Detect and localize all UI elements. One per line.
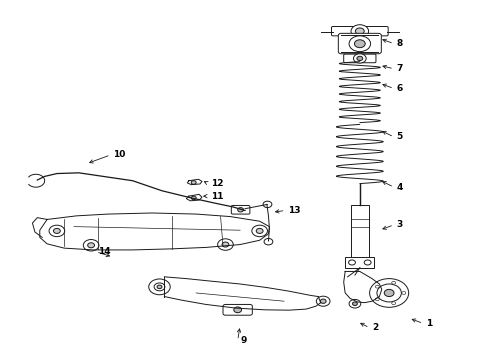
- Text: 10: 10: [113, 150, 125, 159]
- Circle shape: [154, 283, 165, 291]
- Circle shape: [252, 225, 268, 237]
- Text: 12: 12: [211, 179, 223, 188]
- Text: 14: 14: [98, 247, 111, 256]
- Text: 9: 9: [240, 336, 246, 345]
- Circle shape: [49, 225, 65, 237]
- Circle shape: [317, 296, 330, 306]
- Circle shape: [222, 242, 229, 247]
- Circle shape: [377, 284, 401, 302]
- FancyBboxPatch shape: [351, 205, 368, 259]
- Circle shape: [357, 56, 363, 60]
- Circle shape: [157, 285, 162, 289]
- Text: 1: 1: [426, 319, 432, 328]
- Circle shape: [234, 307, 242, 313]
- Text: 3: 3: [396, 220, 403, 229]
- Circle shape: [263, 201, 272, 208]
- Polygon shape: [40, 213, 270, 250]
- Text: 4: 4: [396, 183, 403, 192]
- Circle shape: [369, 279, 409, 307]
- Circle shape: [392, 302, 395, 305]
- FancyBboxPatch shape: [343, 54, 376, 63]
- FancyBboxPatch shape: [331, 27, 388, 36]
- Circle shape: [402, 292, 406, 294]
- FancyBboxPatch shape: [231, 206, 250, 214]
- Text: 2: 2: [372, 323, 378, 332]
- Circle shape: [191, 181, 196, 184]
- Circle shape: [349, 300, 361, 308]
- Circle shape: [320, 299, 326, 303]
- Circle shape: [364, 260, 371, 265]
- Circle shape: [352, 302, 357, 306]
- Circle shape: [392, 281, 395, 284]
- Text: 11: 11: [211, 192, 223, 201]
- Circle shape: [375, 285, 379, 288]
- FancyBboxPatch shape: [345, 257, 374, 268]
- Circle shape: [88, 243, 95, 248]
- Circle shape: [384, 289, 394, 297]
- Circle shape: [256, 228, 263, 233]
- Circle shape: [191, 196, 196, 200]
- Circle shape: [348, 260, 355, 265]
- Circle shape: [238, 208, 244, 212]
- Circle shape: [149, 279, 170, 295]
- Circle shape: [353, 54, 366, 63]
- Text: 8: 8: [396, 39, 403, 48]
- Circle shape: [83, 239, 99, 251]
- FancyBboxPatch shape: [223, 305, 252, 315]
- Circle shape: [349, 36, 370, 51]
- Circle shape: [375, 298, 379, 301]
- Circle shape: [351, 25, 368, 38]
- Text: 7: 7: [396, 64, 403, 73]
- Text: 6: 6: [396, 84, 403, 93]
- FancyBboxPatch shape: [338, 33, 381, 54]
- Circle shape: [264, 238, 273, 245]
- Circle shape: [53, 228, 60, 233]
- Text: 5: 5: [396, 132, 403, 141]
- Circle shape: [354, 40, 365, 48]
- Circle shape: [355, 28, 364, 35]
- Circle shape: [218, 239, 233, 250]
- Text: 13: 13: [288, 206, 300, 215]
